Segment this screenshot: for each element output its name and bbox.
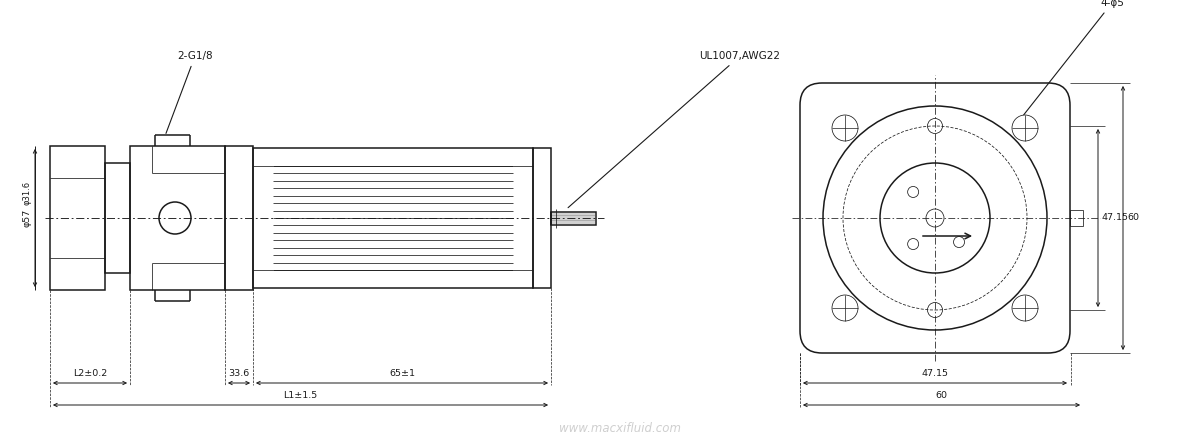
Text: 60: 60: [1127, 214, 1139, 222]
Bar: [551, 211, 596, 225]
Bar: [1070, 210, 1084, 226]
Text: 65±1: 65±1: [389, 369, 415, 377]
Text: φ31.6: φ31.6: [22, 181, 31, 205]
Bar: [533, 148, 551, 288]
Text: 47.15: 47.15: [1102, 214, 1129, 222]
Text: 4-φ5: 4-φ5: [1024, 0, 1124, 115]
Bar: [50, 146, 106, 290]
Text: 60: 60: [936, 390, 948, 400]
Text: L2±0.2: L2±0.2: [73, 369, 107, 377]
FancyBboxPatch shape: [800, 83, 1070, 353]
Bar: [253, 148, 533, 288]
Text: UL1007,AWG22: UL1007,AWG22: [568, 51, 780, 208]
Bar: [226, 146, 253, 290]
Text: 33.6: 33.6: [228, 369, 250, 377]
Text: 47.15: 47.15: [922, 369, 948, 377]
Text: 2-G1/8: 2-G1/8: [166, 51, 212, 133]
Bar: [106, 163, 130, 273]
Bar: [130, 146, 226, 290]
Text: www.macxifluid.com: www.macxifluid.com: [559, 421, 682, 435]
Text: L1±1.5: L1±1.5: [283, 390, 318, 400]
Text: φ57: φ57: [22, 209, 31, 227]
